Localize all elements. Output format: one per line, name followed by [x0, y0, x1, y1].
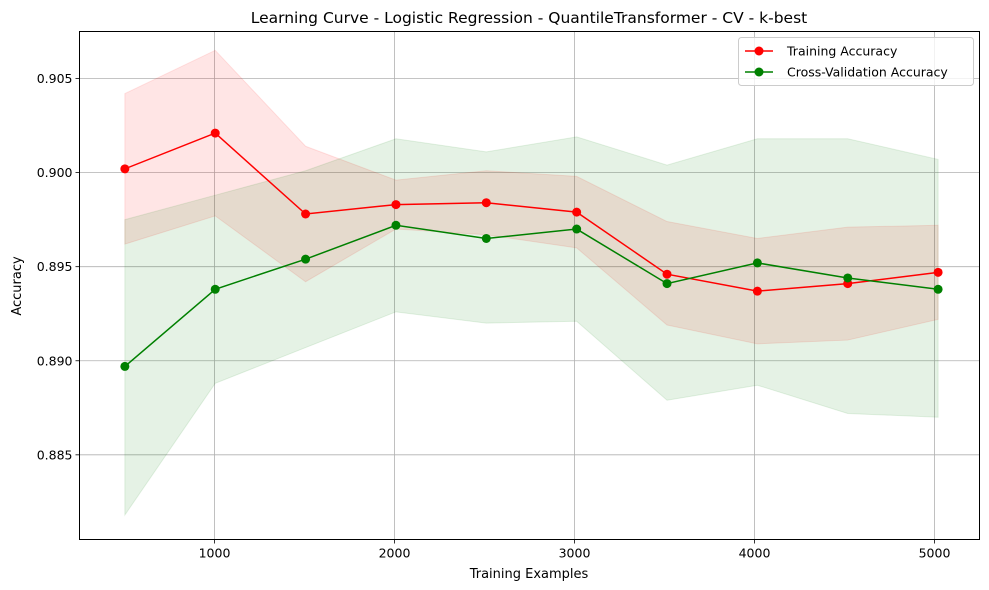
confidence-bands — [124, 49, 939, 517]
cross-validation-data-point — [843, 273, 853, 283]
legend-label-cross-validation: Cross-Validation Accuracy — [787, 65, 948, 80]
y-tick-label: 0.900 — [37, 165, 73, 180]
cross-validation-data-point — [391, 220, 401, 230]
cross-validation-data-point — [662, 279, 672, 289]
cross-validation-data-point — [752, 258, 762, 268]
cross-validation-data-point — [301, 254, 311, 264]
series-markers — [120, 128, 943, 371]
legend: Training Accuracy Cross-Validation Accur… — [738, 37, 974, 86]
x-axis-ticks: 1000 2000 3000 4000 5000 — [199, 539, 951, 561]
x-tick-label: 5000 — [919, 546, 951, 561]
x-tick-label: 1000 — [199, 546, 231, 561]
x-tick-label: 3000 — [559, 546, 591, 561]
training-data-point — [210, 128, 220, 138]
cross-validation-data-point — [933, 284, 943, 294]
training-accuracy-line — [124, 132, 939, 292]
training-data-point — [391, 200, 401, 210]
series-lines — [124, 132, 939, 367]
y-axis-ticks: 0.885 0.890 0.895 0.900 0.905 — [37, 71, 80, 462]
training-data-point — [120, 164, 130, 174]
x-tick-label: 2000 — [379, 546, 411, 561]
training-data-point — [301, 209, 311, 219]
y-tick-label: 0.905 — [37, 71, 73, 86]
legend-box — [738, 37, 974, 86]
x-axis-label: Training Examples — [469, 567, 589, 582]
cross-validation-data-point — [572, 224, 582, 234]
cross-validation-accuracy-line — [124, 224, 939, 367]
cross-validation-data-point — [210, 284, 220, 294]
y-tick-label: 0.885 — [37, 447, 73, 462]
cross-validation-data-point — [120, 361, 130, 371]
cross-validation-data-point — [481, 233, 491, 243]
y-axis-label: Accuracy — [10, 256, 25, 316]
y-tick-label: 0.890 — [37, 353, 73, 368]
x-tick-label: 4000 — [739, 546, 771, 561]
legend-label-training: Training Accuracy — [786, 44, 898, 59]
training-data-point — [481, 198, 491, 208]
training-data-point — [662, 269, 672, 279]
cross-validation-std-band — [124, 136, 939, 517]
legend-marker-training — [754, 46, 764, 56]
training-data-point — [933, 267, 943, 277]
legend-marker-cross-validation — [754, 67, 764, 77]
training-data-point — [572, 207, 582, 217]
training-std-band — [124, 49, 939, 345]
chart-title: Learning Curve - Logistic Regression - Q… — [251, 9, 808, 27]
y-tick-label: 0.895 — [37, 259, 73, 274]
plot-frame — [79, 31, 980, 540]
training-data-point — [752, 286, 762, 296]
